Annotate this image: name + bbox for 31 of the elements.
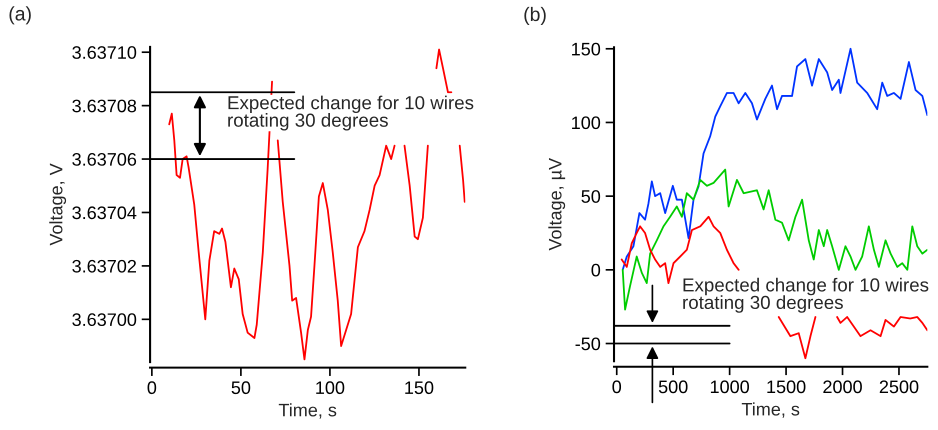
annotation: Expected change for 10 wires rotating 30 degrees: [683, 278, 928, 313]
y-tick-label: -50: [576, 337, 600, 350]
x-axis-title: Time, s: [742, 402, 800, 418]
x-tick-label: 0: [148, 381, 156, 394]
y-axis-title: Voltage, µV: [548, 158, 566, 251]
line-series: [622, 48, 928, 271]
y-tick-label: 3.63708: [72, 100, 136, 112]
x-tick-label: 2500: [880, 380, 918, 394]
x-tick-label: 1500: [767, 380, 806, 394]
line-series: [622, 168, 928, 311]
y-tick-label: 3.63700: [72, 313, 136, 326]
y-tick-label: 150: [572, 42, 600, 56]
x-tick-label: 100: [316, 381, 344, 394]
x-tick-label: 0: [612, 380, 622, 394]
y-tick-label: 3.63704: [72, 206, 136, 220]
y-tick-label: 50: [581, 190, 600, 203]
x-axis-title: Time, s: [278, 403, 336, 419]
x-tick-label: 1000: [710, 380, 749, 394]
x-tick-label: 500: [658, 380, 688, 394]
chart-title: (a): [9, 6, 31, 24]
y-axis-title: Voltage, V: [49, 163, 66, 246]
annotation: Expected change for 10 wires rotating 30 degrees: [228, 96, 474, 131]
x-tick-label: 50: [232, 381, 250, 394]
y-tick-label: 3.63710: [72, 46, 136, 59]
x-tick-label: 2000: [823, 380, 862, 394]
y-tick-label: 3.63706: [72, 152, 136, 166]
y-tick-label: 3.63702: [72, 260, 136, 273]
x-tick-label: 150: [405, 381, 434, 394]
y-tick-label: 0: [591, 264, 600, 277]
chart-title: (b): [524, 6, 546, 25]
y-tick-label: 100: [572, 116, 600, 130]
